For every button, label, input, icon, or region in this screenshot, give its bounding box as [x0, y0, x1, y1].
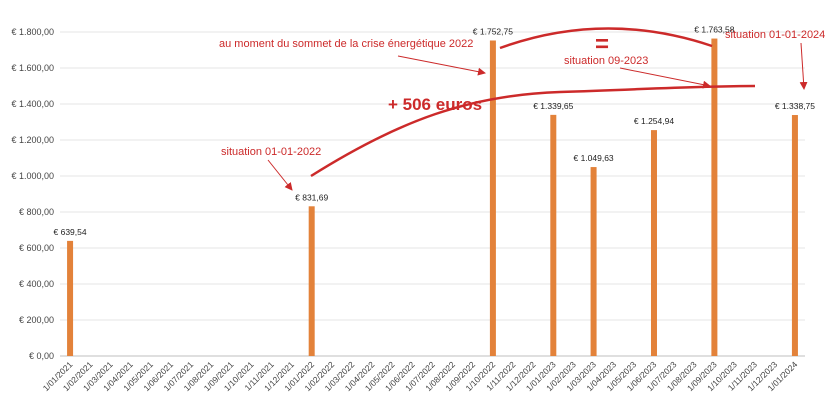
annotation-situation-2022: situation 01-01-2022 [221, 146, 321, 158]
x-axis: 1/01/20211/02/20211/03/20211/04/20211/05… [41, 359, 800, 393]
y-tick-label: € 800,00 [19, 207, 54, 217]
y-tick-label: € 0,00 [29, 351, 54, 361]
bars [67, 38, 798, 357]
arrow-situation-2022 [267, 159, 293, 191]
annotation-situation-2024: situation 01-01-2024 [725, 29, 825, 41]
annotation-peak-crisis: au moment du sommet de la crise énergéti… [219, 38, 473, 50]
bar [650, 130, 657, 356]
bar [550, 114, 557, 356]
annotation-situation-2023: situation 09-2023 [564, 55, 648, 67]
increase-curve [310, 84, 756, 178]
equal-arc [499, 27, 713, 50]
y-tick-label: € 1.000,00 [11, 171, 54, 181]
annotation-shapes [267, 27, 808, 191]
arrow-peak-crisis [397, 55, 486, 76]
data-label: € 1.763,58 [694, 25, 734, 35]
bar [590, 167, 597, 356]
annotation-equal: = [595, 31, 609, 58]
y-tick-label: € 600,00 [19, 243, 54, 253]
data-label: € 1.338,75 [775, 101, 815, 111]
bar [308, 206, 315, 356]
annotation-increase: + 506 euros [388, 95, 482, 114]
data-label: € 639,54 [54, 227, 87, 237]
annotations: situation 01-01-2022 au moment du sommet… [219, 29, 825, 158]
y-tick-label: € 200,00 [19, 315, 54, 325]
data-label: € 1.339,65 [533, 101, 573, 111]
arrow-situation-2023 [619, 67, 711, 89]
bar [791, 115, 798, 357]
y-tick-label: € 1.200,00 [11, 135, 54, 145]
data-label: € 1.752,75 [473, 27, 513, 37]
data-label: € 1.254,94 [634, 116, 674, 126]
y-axis: € 0,00 € 200,00 € 400,00 € 600,00 € 800,00 € … [11, 27, 54, 361]
bar [711, 38, 718, 356]
data-label: € 831,69 [295, 192, 328, 202]
data-label: € 1.049,63 [573, 153, 613, 163]
y-tick-label: € 1.400,00 [11, 99, 54, 109]
bar [489, 40, 496, 356]
y-tick-label: € 400,00 [19, 279, 54, 289]
y-tick-label: € 1.600,00 [11, 63, 54, 73]
bar [67, 240, 74, 356]
gridlines [60, 31, 805, 357]
arrow-situation-2024 [799, 42, 808, 90]
data-labels: € 639,54 € 831,69 € 1.752,75 € 1.339,65 € 1.… [54, 25, 816, 237]
y-tick-label: € 1.800,00 [11, 27, 54, 37]
